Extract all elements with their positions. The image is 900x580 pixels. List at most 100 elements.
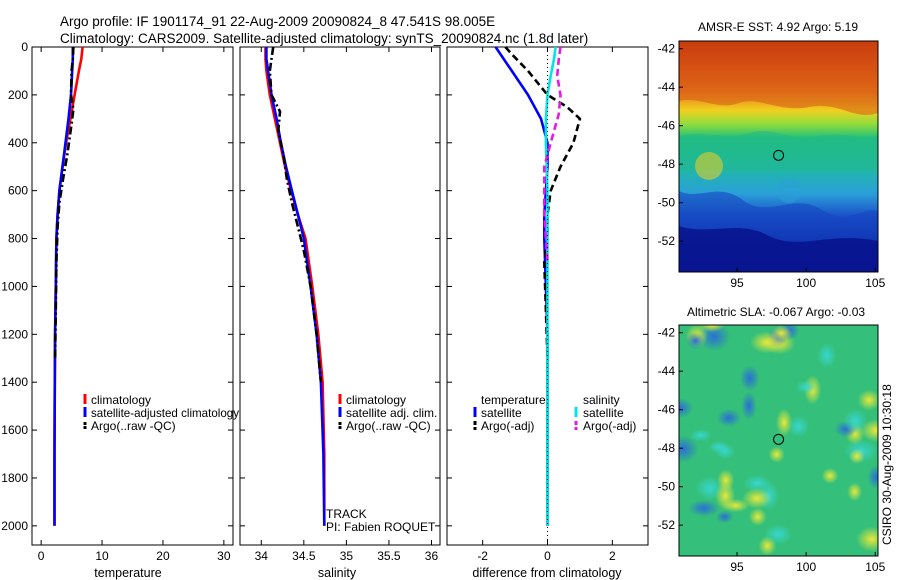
pi-label: PI: Fabien ROQUET bbox=[326, 520, 436, 534]
sst-front-warm bbox=[679, 41, 878, 115]
figure-title-line1: Argo profile: IF 1901174_91 22-Aug-2009 … bbox=[60, 14, 495, 29]
diff-legend-sal-argo: Argo(-adj) bbox=[583, 419, 636, 433]
diff-legend-temp-argo: Argo(-adj) bbox=[481, 419, 534, 433]
csiro-timestamp: CSIRO 30-Aug-2009 10:30:18 bbox=[880, 384, 894, 545]
sla-eddy bbox=[715, 481, 736, 511]
sla-map-panel: Altimetric SLA: -0.067 Argo: -0.03 95 100… bbox=[658, 305, 886, 574]
temperature-legend-satellite: satellite-adjusted climatology bbox=[91, 406, 239, 420]
difference-legend: temperature salinity satellite Argo(-adj… bbox=[473, 393, 636, 433]
sla-heatmap bbox=[679, 325, 878, 556]
sla-eddy bbox=[741, 391, 757, 421]
sst_map-ytick-label: -42 bbox=[658, 42, 676, 56]
sla-eddy bbox=[679, 398, 694, 419]
sst_map-ytick-label: -46 bbox=[658, 119, 676, 133]
sst-warm-patch bbox=[695, 152, 723, 180]
temperature-series-argo-raw-qc- bbox=[53, 46, 75, 359]
sla-eddy bbox=[708, 440, 729, 454]
salinity-legend-climatology: climatology bbox=[346, 393, 406, 407]
salinity-xtick-label: 34 bbox=[255, 549, 269, 563]
depth-ytick-label: 1400 bbox=[1, 375, 28, 389]
difference-panel: -2 0 2 difference from climatology tempera… bbox=[446, 46, 649, 580]
sla-eddy bbox=[687, 499, 720, 517]
temperature-xtick-label: 30 bbox=[217, 549, 231, 563]
sla_map-ytick-label: -50 bbox=[658, 480, 676, 494]
depth-ytick-label: 1800 bbox=[1, 471, 28, 485]
sla-eddy bbox=[857, 389, 878, 411]
sla-eddy bbox=[716, 510, 734, 524]
sla-argo-location-marker bbox=[773, 433, 785, 445]
sla-eddy bbox=[795, 380, 817, 394]
temperature-xtick-label: 10 bbox=[95, 549, 109, 563]
salinity-legend-argo: Argo(..raw -QC) bbox=[346, 419, 431, 433]
temperature-legend: climatology satellite-adjusted climatolo… bbox=[83, 393, 239, 433]
sla_map-ytick-label: -42 bbox=[658, 326, 676, 340]
sla-eddy bbox=[856, 526, 878, 552]
sst_map-xtick-label: 100 bbox=[796, 276, 816, 290]
sla-eddy bbox=[679, 435, 699, 463]
diff-legend-sal-satellite: satellite bbox=[583, 406, 624, 420]
sla_map-xtick-label: 105 bbox=[865, 560, 885, 574]
depth-ytick-label: 1600 bbox=[1, 423, 28, 437]
depth-ytick-label: 200 bbox=[8, 88, 28, 102]
sla-eddy bbox=[748, 507, 767, 526]
sla-eddy bbox=[770, 325, 793, 341]
sla-eddy bbox=[716, 408, 741, 427]
salinity-xtick-label: 35 bbox=[340, 549, 354, 563]
depth-ytick-label: 0 bbox=[21, 40, 28, 54]
sst_map-ytick-label: -48 bbox=[658, 157, 676, 171]
sla-map-frame bbox=[678, 324, 879, 557]
sst-deep-blue bbox=[679, 226, 878, 272]
diff-legend-temp-satellite: satellite bbox=[481, 406, 522, 420]
sla-eddy bbox=[821, 467, 839, 484]
diff-legend-title-temperature: temperature bbox=[481, 393, 546, 407]
sst-map-title: AMSR-E SST: 4.92 Argo: 5.19 bbox=[698, 20, 858, 34]
sst_map-xtick-label: 95 bbox=[730, 276, 744, 290]
depth-ytick-label: 800 bbox=[8, 232, 28, 246]
sst-map-panel: AMSR-E SST: 4.92 Argo: 5.19 95 100 105 -42 -… bbox=[658, 20, 886, 290]
temperature-legend-argo: Argo(..raw -QC) bbox=[91, 419, 176, 433]
depth-ytick-label: 2000 bbox=[1, 519, 28, 533]
salinity-panel: 34 34.5 35 35.5 36 salinity climatology sate… bbox=[239, 46, 441, 580]
difference-xtick-label: 0 bbox=[544, 549, 551, 563]
sst_map-ytick-label: -44 bbox=[658, 80, 676, 94]
diff-legend-title-salinity: salinity bbox=[583, 393, 620, 407]
sla_map-xtick-label: 100 bbox=[796, 560, 816, 574]
salinity-xtick-label: 34.5 bbox=[292, 549, 316, 563]
sst_map-xtick-label: 105 bbox=[865, 276, 885, 290]
sla-eddy bbox=[768, 446, 785, 463]
sla_map-ytick-label: -44 bbox=[658, 364, 676, 378]
difference-xtick-label: 2 bbox=[609, 549, 616, 563]
sla-eddies bbox=[679, 325, 878, 556]
sst_map-ytick-label: -52 bbox=[658, 234, 676, 248]
sla-eddy bbox=[843, 408, 868, 434]
salinity-xlabel: salinity bbox=[318, 566, 357, 580]
difference-xlabel: difference from climatology bbox=[472, 566, 622, 580]
temperature-series-satellite-adjusted-climatology bbox=[53, 47, 75, 526]
track-label: TRACK bbox=[326, 507, 367, 521]
sla-eddy bbox=[689, 429, 712, 442]
temperature-panel: 0 10 20 30 0 200 400 600 800 1000 1200 1400 1600 1800… bbox=[1, 40, 239, 580]
temperature-legend-climatology: climatology bbox=[91, 393, 151, 407]
sla_map-ytick-label: -46 bbox=[658, 403, 676, 417]
sst-argo-location-marker bbox=[773, 149, 785, 161]
sst-map-frame bbox=[678, 40, 879, 273]
depth-ytick-label: 1200 bbox=[1, 327, 28, 341]
sla-eddy bbox=[686, 332, 705, 350]
temperature-xtick-label: 0 bbox=[38, 549, 45, 563]
salinity-xtick-label: 35.5 bbox=[377, 549, 401, 563]
sla_map-ytick-label: -52 bbox=[658, 518, 676, 532]
temperature-axes-frame bbox=[31, 46, 234, 546]
salinity-legend: climatology satellite adj. clim. Argo(..… bbox=[338, 393, 437, 433]
salinity-axes-frame bbox=[239, 46, 441, 546]
temperature-xlabel: temperature bbox=[94, 566, 161, 580]
figure-title-line2: Climatology: CARS2009. Satellite-adjuste… bbox=[60, 31, 588, 46]
sla-eddy bbox=[764, 524, 793, 545]
sla-eddy bbox=[847, 482, 863, 501]
sla-field bbox=[679, 325, 878, 556]
depth-ytick-label: 600 bbox=[8, 184, 28, 198]
depth-ytick-label: 400 bbox=[8, 136, 28, 150]
salinity-series-argo-raw-qc- bbox=[268, 46, 323, 383]
sla-map-title: Altimetric SLA: -0.067 Argo: -0.03 bbox=[687, 305, 865, 319]
salinity-xtick-label: 36 bbox=[425, 549, 439, 563]
